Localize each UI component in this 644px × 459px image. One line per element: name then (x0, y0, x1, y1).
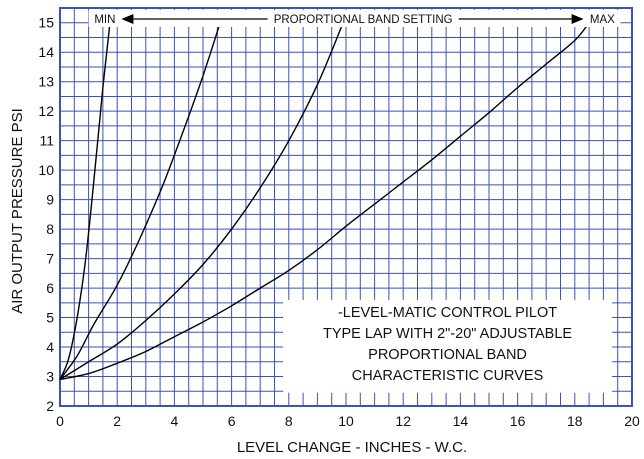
x-axis-title: LEVEL CHANGE - INCHES - W.C. (237, 439, 467, 456)
band-min-label: MIN (94, 14, 115, 26)
y-tick-label: 8 (46, 221, 54, 237)
y-tick-label: 6 (46, 280, 54, 296)
band-max-label: MAX (590, 14, 615, 26)
annotation-line: TYPE LAP WITH 2"-20" ADJUSTABLE (323, 326, 572, 342)
y-tick-labels: 2 3 4 5 6 7 8 9 10 11 12 13 14 15 (38, 15, 54, 414)
x-tick-label: 6 (228, 413, 236, 429)
annotation-line: PROPORTIONAL BAND (368, 347, 527, 363)
x-tick-labels: 0 2 4 6 8 10 12 14 16 18 20 (56, 413, 640, 429)
plot-frame (59, 7, 633, 407)
series-line (59, 22, 111, 380)
band-right-arrowhead (571, 14, 584, 24)
series-line (59, 22, 344, 381)
y-tick-label: 7 (46, 251, 54, 267)
y-tick-label: 12 (38, 103, 54, 119)
series-line (59, 22, 221, 380)
y-tick-label: 5 (46, 310, 54, 326)
annotation-line: -LEVEL-MATIC CONTROL PILOT (338, 305, 557, 321)
y-tick-label: 14 (38, 44, 54, 60)
band-label: MIN PROPORTIONAL BAND SETTING MAX (88, 10, 621, 27)
x-tick-label: 16 (510, 413, 526, 429)
x-tick-label: 2 (113, 413, 121, 429)
band-setting-label: PROPORTIONAL BAND SETTING (274, 14, 453, 26)
y-tick-label: 15 (38, 15, 54, 31)
y-tick-label: 13 (38, 74, 54, 90)
x-tick-label: 10 (338, 413, 354, 429)
y-tick-label: 4 (46, 339, 54, 355)
curves (59, 22, 590, 381)
band-label-background (88, 10, 621, 27)
x-tick-label: 4 (171, 413, 179, 429)
x-tick-label: 14 (453, 413, 469, 429)
x-tick-label: 0 (56, 413, 64, 429)
annotation-box: -LEVEL-MATIC CONTROL PILOT TYPE LAP WITH… (283, 299, 612, 393)
annotation-line: CHARACTERISTIC CURVES (352, 368, 543, 384)
y-tick-label: 11 (39, 133, 54, 149)
y-tick-label: 3 (46, 369, 54, 385)
x-tick-label: 18 (567, 413, 583, 429)
band-left-arrowhead (121, 14, 134, 24)
y-tick-label: 2 (46, 398, 54, 414)
x-tick-label: 20 (624, 413, 640, 429)
y-tick-label: 10 (38, 162, 54, 178)
y-axis-title: AIR OUTPUT PRESSURE PSI (9, 108, 26, 314)
y-tick-label: 9 (46, 192, 54, 208)
series-line (59, 22, 590, 381)
x-tick-label: 8 (285, 413, 293, 429)
x-tick-label: 12 (395, 413, 411, 429)
annotation-background (283, 299, 612, 393)
